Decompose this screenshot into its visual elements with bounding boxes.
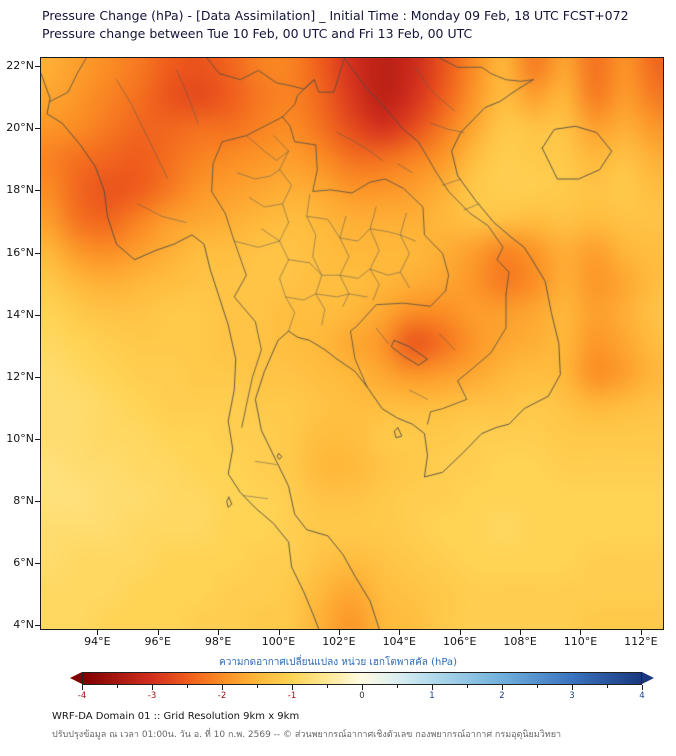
- x-tick-mark: [157, 630, 159, 635]
- x-tick-label: 104°E: [382, 635, 417, 648]
- y-tick-mark: [35, 314, 40, 316]
- footer-domain-info: WRF-DA Domain 01 :: Grid Resolution 9km …: [52, 711, 300, 722]
- colorbar-tick-mark: [572, 685, 573, 690]
- colorbar-tick-mark: [502, 685, 503, 690]
- colorbar-tick-mark: [432, 685, 433, 690]
- footer-update-info: ปรับปรุงข้อมูล ณ เวลา 01:00น. วัน อ. ที่…: [52, 730, 562, 740]
- colorbar-tick-mark: [537, 685, 538, 688]
- colorbar-tick-label: -3: [147, 691, 157, 701]
- x-tick-mark: [218, 630, 220, 635]
- colorbar-title: ความกดอากาศเปลี่ยนแปลง หน่วย เฮกโตพาสคัล…: [219, 657, 457, 668]
- colorbar-tick-mark: [257, 685, 258, 688]
- y-tick-label: 4°N: [13, 617, 34, 631]
- x-tick-mark: [580, 630, 582, 635]
- colorbar-tick-mark: [187, 685, 188, 688]
- y-tick-label: 6°N: [13, 555, 34, 569]
- colorbar-tick-label: -1: [287, 691, 297, 701]
- colorbar-tick-mark: [397, 685, 398, 688]
- x-tick-label: 106°E: [442, 635, 477, 648]
- x-tick-mark: [459, 630, 461, 635]
- y-tick-mark: [35, 190, 40, 192]
- x-tick-label: 112°E: [624, 635, 658, 648]
- y-tick-mark: [35, 624, 40, 626]
- colorbar-tick-mark: [607, 685, 608, 688]
- y-tick-label: 10°N: [6, 431, 34, 445]
- pressure-change-heatmap: [41, 58, 663, 629]
- x-tick-label: 98°E: [204, 635, 232, 648]
- x-tick-label: 100°E: [261, 635, 296, 648]
- colorbar-tick-label: -4: [77, 691, 87, 701]
- y-tick-mark: [35, 376, 40, 378]
- x-tick-label: 96°E: [144, 635, 171, 648]
- x-tick-mark: [640, 630, 642, 635]
- y-tick-mark: [35, 562, 40, 564]
- colorbar-left-arrow-icon: [70, 672, 82, 684]
- colorbar-tick-mark: [117, 685, 118, 688]
- colorbar-tick-mark: [642, 685, 643, 690]
- colorbar-right-arrow-icon: [642, 672, 654, 684]
- page-subtitle: Pressure change between Tue 10 Feb, 00 U…: [42, 26, 473, 41]
- map-plot-area: [40, 57, 664, 630]
- colorbar-tick-mark: [362, 685, 363, 690]
- colorbar-gradient: [82, 672, 642, 685]
- x-tick-label: 108°E: [503, 635, 537, 648]
- colorbar-tick-label: 4: [639, 691, 645, 701]
- x-tick-label: 110°E: [563, 635, 598, 648]
- y-tick-label: 14°N: [6, 307, 34, 321]
- x-tick-label: 102°E: [322, 635, 356, 648]
- y-tick-label: 18°N: [6, 183, 34, 197]
- y-tick-mark: [35, 252, 40, 254]
- colorbar-tick-mark: [222, 685, 223, 690]
- colorbar-tick-mark: [82, 685, 83, 690]
- colorbar-tick-label: 1: [429, 691, 435, 701]
- colorbar-tick-mark: [327, 685, 328, 688]
- x-tick-mark: [520, 630, 522, 635]
- x-tick-mark: [399, 630, 401, 635]
- y-tick-mark: [35, 438, 40, 440]
- page-title: Pressure Change (hPa) - [Data Assimilati…: [42, 8, 629, 23]
- y-tick-mark: [35, 500, 40, 502]
- colorbar-tick-mark: [467, 685, 468, 688]
- x-tick-mark: [338, 630, 340, 635]
- colorbar-tick-label: -2: [217, 691, 227, 701]
- x-tick-mark: [97, 630, 99, 635]
- colorbar-tick-mark: [152, 685, 153, 690]
- y-tick-label: 8°N: [13, 493, 34, 507]
- y-tick-label: 20°N: [6, 121, 34, 135]
- colorbar-tick-label: 2: [499, 691, 505, 701]
- x-tick-mark: [278, 630, 280, 635]
- y-tick-label: 12°N: [6, 369, 34, 383]
- colorbar-tick-mark: [292, 685, 293, 690]
- y-tick-mark: [35, 128, 40, 130]
- y-tick-label: 16°N: [6, 245, 34, 259]
- colorbar-tick-label: 0: [359, 691, 365, 701]
- y-tick-label: 22°N: [6, 59, 34, 73]
- y-tick-mark: [35, 66, 40, 68]
- colorbar-tick-label: 3: [569, 691, 575, 701]
- x-tick-label: 94°E: [84, 635, 111, 648]
